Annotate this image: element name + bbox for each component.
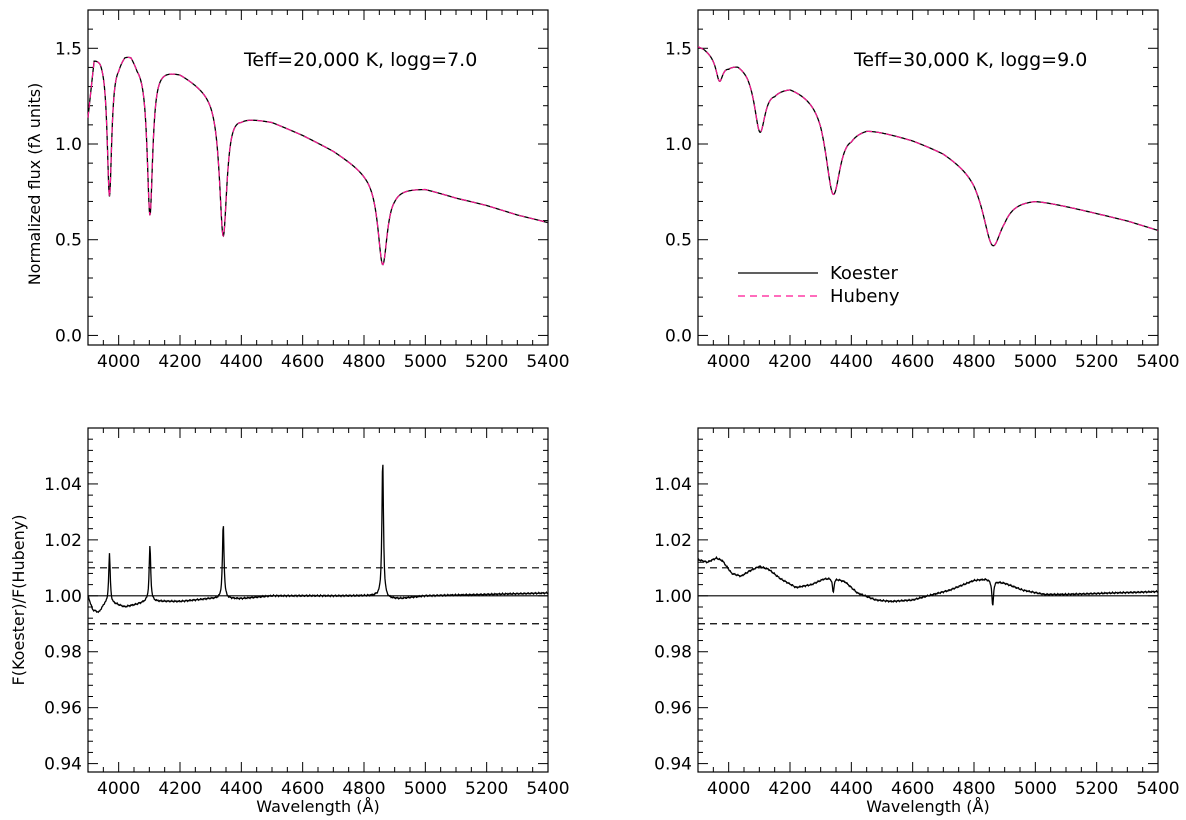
x-tick-label: 4800 [952,779,995,799]
legend-koester-label: Koester [830,263,899,284]
panel-bottom-right: 4000 4200 4400 4600 4800 5000 5200 5400 0.94 0.96… [654,427,1180,799]
x-tick-label: 4600 [281,779,324,799]
bottom-left-xlabel: Wavelength (Å) [256,797,379,816]
y-tick-label: 0.94 [654,755,692,775]
top-left-ylabel: Normalized flux (fλ units) [25,83,44,286]
x-tick-label: 5200 [465,352,508,372]
panel-bottom-left: 4000 4200 4400 4600 4800 5000 5200 5400 0.94 0.96… [44,427,570,799]
x-tick-label: 4000 [707,352,750,372]
x-tick-label: 5200 [1075,779,1118,799]
series-koester [697,46,1159,247]
legend: Koester Hubeny [738,263,900,307]
panel-top-right: 4000 4200 4400 4600 4800 5000 5200 5400 0.0 0.5 1.… [665,9,1180,372]
x-tick-label: 5400 [1136,352,1179,372]
x-tick-label: 4400 [830,352,873,372]
y-tick-label: 1.00 [44,587,82,607]
x-tick-label: 4000 [97,352,140,372]
y-tick-label: 0.98 [654,643,692,663]
x-tick-label: 5400 [1136,779,1179,799]
x-tick-label: 4600 [891,352,934,372]
x-tick-label: 5400 [526,779,569,799]
series-koester [87,56,549,266]
series-hubeny [87,56,549,266]
y-tick-label: 1.02 [44,531,82,551]
legend-hubeny-label: Hubeny [830,286,900,307]
x-tick-label: 4400 [830,779,873,799]
x-tick-label: 4000 [97,779,140,799]
ratio-curve [697,555,1159,606]
x-tick-label: 4600 [281,352,324,372]
y-tick-label: 1.02 [654,531,692,551]
series-hubeny [697,46,1159,247]
y-tick-label: 1.00 [654,587,692,607]
x-tick-label: 5000 [1014,779,1057,799]
top-right-annotation: Teff=30,000 K, logg=9.0 [853,49,1087,71]
bottom-left-ylabel: F(Koester)/F(Hubeny) [9,515,28,686]
y-tick-label: 0.0 [665,326,692,346]
ratio-curve [87,464,549,614]
x-tick-label: 5200 [1075,352,1118,372]
x-tick-label: 4200 [768,779,811,799]
y-tick-label: 0.94 [44,755,82,775]
x-tick-label: 4800 [342,352,385,372]
y-tick-label: 1.5 [55,39,82,59]
x-tick-label: 5400 [526,352,569,372]
panel-top-left: 4000 4200 4400 4600 4800 5000 5200 5400 0.0 0.5 1.… [55,9,570,372]
x-tick-label: 4400 [220,779,263,799]
bottom-right-xlabel: Wavelength (Å) [866,797,989,816]
x-tick-label: 5000 [404,779,447,799]
y-tick-label: 0.0 [55,326,82,346]
y-tick-label: 1.5 [665,39,692,59]
y-tick-label: 0.98 [44,643,82,663]
x-tick-label: 5000 [404,352,447,372]
y-tick-label: 0.96 [654,699,692,719]
y-tick-label: 0.5 [665,231,692,251]
x-tick-label: 4600 [891,779,934,799]
x-tick-label: 4200 [158,779,201,799]
y-tick-label: 1.0 [55,135,82,155]
y-tick-label: 1.0 [665,135,692,155]
x-tick-label: 4800 [952,352,995,372]
y-tick-label: 0.5 [55,231,82,251]
y-tick-label: 1.04 [44,475,82,495]
plot-frame [697,427,1159,773]
x-tick-label: 4200 [158,352,201,372]
y-tick-label: 0.96 [44,699,82,719]
x-tick-label: 5200 [465,779,508,799]
x-tick-label: 4000 [707,779,750,799]
x-tick-label: 4400 [220,352,263,372]
x-tick-label: 5000 [1014,352,1057,372]
x-tick-label: 4800 [342,779,385,799]
x-tick-label: 4200 [768,352,811,372]
top-left-annotation: Teff=20,000 K, logg=7.0 [243,49,477,71]
y-tick-label: 1.04 [654,475,692,495]
